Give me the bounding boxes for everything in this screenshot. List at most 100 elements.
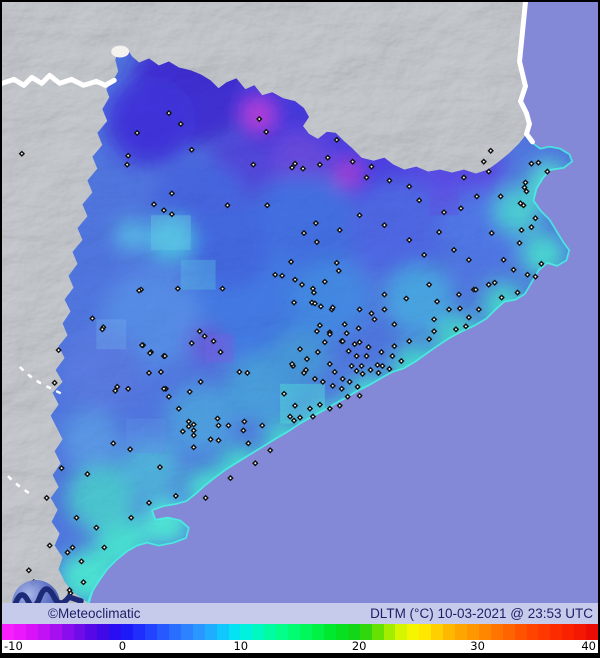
credit-label: ©Meteoclimatic — [48, 606, 141, 621]
station-marker — [356, 392, 363, 399]
colorbar-cell — [335, 624, 348, 640]
colorbar-cell — [276, 624, 289, 640]
station-marker — [256, 115, 263, 123]
admin-border-dashed-2 — [7, 475, 35, 497]
colorbar-cell — [478, 624, 491, 640]
station-marker — [371, 316, 378, 323]
bottom-border — [2, 653, 598, 656]
colorbar-cell — [204, 624, 217, 640]
colorbar-cell — [538, 624, 551, 640]
scale-tick-label: -10 — [4, 639, 23, 653]
station-marker — [69, 544, 76, 551]
colorbar-cell — [180, 624, 193, 640]
colorbar-cell — [443, 624, 456, 640]
colorbar-cell — [216, 624, 229, 640]
station-marker — [452, 326, 460, 333]
station-markers — [18, 109, 551, 597]
station-marker — [532, 273, 539, 280]
station-marker — [480, 158, 487, 165]
station-marker — [160, 207, 168, 214]
colorbar-cell — [323, 624, 336, 640]
colorbar-cell — [121, 624, 134, 640]
station-marker — [302, 366, 310, 374]
station-marker — [433, 298, 441, 305]
station-marker — [356, 212, 363, 219]
station-marker — [324, 154, 331, 161]
station-marker — [524, 271, 531, 278]
colorbar-cell — [2, 624, 14, 640]
france-border-line — [2, 72, 117, 88]
snow-patch — [111, 45, 130, 58]
station-marker — [465, 256, 473, 264]
station-marker — [355, 325, 362, 332]
station-marker — [240, 427, 247, 434]
station-marker — [299, 165, 307, 172]
station-marker — [460, 174, 468, 181]
station-marker — [316, 322, 324, 329]
station-marker — [389, 352, 396, 360]
station-marker — [523, 188, 530, 195]
station-marker — [25, 567, 32, 574]
colorbar-cell — [264, 624, 277, 640]
station-marker — [127, 514, 135, 521]
temperature-map[interactable] — [2, 2, 598, 607]
station-marker — [329, 382, 336, 390]
station-marker — [264, 202, 271, 209]
station-marker — [544, 168, 551, 175]
scale-tick-label: 30 — [470, 639, 485, 653]
colorbar-cell — [37, 624, 50, 640]
colorbar-cell — [347, 624, 360, 640]
station-marker — [156, 463, 164, 471]
temperature-colorbar — [2, 624, 598, 640]
station-marker — [365, 343, 372, 351]
station-marker — [329, 304, 336, 311]
station-marker — [378, 348, 385, 356]
station-marker — [244, 369, 251, 377]
station-marker — [101, 544, 108, 551]
station-marker — [46, 542, 53, 549]
station-marker — [391, 342, 398, 350]
station-marker — [321, 278, 329, 285]
station-marker — [535, 159, 542, 166]
station-marker — [343, 330, 350, 337]
station-marker — [311, 300, 319, 307]
station-marker — [145, 499, 153, 507]
colorbar-cell — [288, 624, 301, 640]
station-marker — [430, 328, 438, 335]
station-marker — [309, 285, 317, 292]
station-marker — [309, 413, 317, 420]
station-marker — [123, 161, 131, 168]
station-marker — [528, 223, 535, 231]
station-marker — [485, 168, 492, 175]
colorbar-cell — [466, 624, 479, 640]
station-marker — [425, 336, 433, 343]
station-marker — [314, 348, 322, 356]
scale-tick-label: 20 — [351, 639, 367, 653]
station-marker — [287, 258, 295, 266]
station-marker — [165, 393, 173, 400]
station-marker — [215, 437, 222, 444]
colorbar-cell — [550, 624, 563, 640]
station-marker — [353, 352, 360, 360]
station-marker — [375, 369, 382, 377]
station-marker — [473, 193, 480, 200]
station-marker — [58, 464, 65, 472]
colorbar-cell — [490, 624, 503, 640]
colorbar-cell — [526, 624, 539, 640]
colorbar-cell — [586, 624, 598, 640]
station-marker — [498, 294, 505, 301]
colorbar-cell — [156, 624, 169, 640]
colorbar-cell — [133, 624, 146, 640]
colorbar-cell — [85, 624, 98, 640]
station-marker — [316, 161, 324, 168]
station-marker — [215, 422, 222, 429]
station-marker — [179, 428, 186, 435]
station-marker — [420, 251, 428, 259]
scale-tick-label: 10 — [233, 639, 249, 653]
station-marker — [333, 259, 340, 267]
colorbar-cell — [383, 624, 396, 640]
scale-tick-label: 0 — [118, 639, 127, 653]
station-marker — [356, 339, 363, 346]
station-marker — [386, 177, 393, 184]
station-marker — [528, 160, 535, 167]
